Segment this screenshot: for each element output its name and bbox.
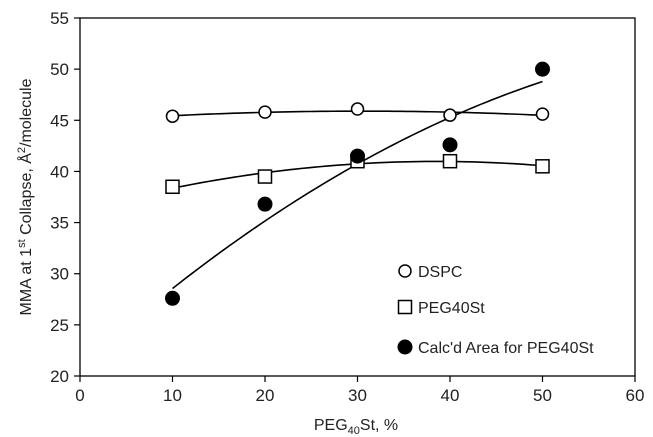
- x-axis-label: PEG40St, %: [314, 417, 398, 437]
- point-calc-d-area-for-peg40st: [535, 61, 550, 77]
- y-tick-label: 40: [50, 162, 69, 181]
- point-calc-d-area-for-peg40st: [165, 290, 180, 306]
- y-tick-label: 55: [50, 9, 69, 28]
- x-tick-label: 60: [626, 386, 645, 405]
- y-axis-label: MMA at 1st Collapse, Å2/molecule: [16, 78, 35, 315]
- point-peg40st: [257, 169, 273, 184]
- legend: DSPC PEG40St Calc'd Area for PEG40St: [397, 264, 594, 357]
- legend-label-dspc: DSPC: [418, 264, 462, 281]
- y-tick-label: 45: [50, 111, 69, 130]
- y-tick-label: 35: [50, 214, 69, 233]
- legend-marker-peg40st: [397, 299, 413, 315]
- point-calc-d-area-for-peg40st: [257, 196, 273, 212]
- y-tick-label: 25: [50, 316, 69, 335]
- point-peg40st: [165, 179, 180, 195]
- point-calc-d-area-for-peg40st: [442, 137, 458, 153]
- legend-label-calc-d-area-for-peg40st: Calc'd Area for PEG40St: [418, 340, 594, 357]
- y-axis: 20 25 30 35 40 45 50 55: [50, 9, 80, 386]
- point-dspc: [535, 107, 550, 121]
- x-tick-label: 10: [163, 386, 182, 405]
- x-tick-label: 0: [75, 386, 84, 405]
- x-tick-label: 50: [533, 386, 552, 405]
- point-calc-d-area-for-peg40st: [350, 148, 365, 164]
- data-points: [165, 61, 550, 306]
- y-tick-label: 30: [50, 265, 69, 284]
- point-peg40st: [535, 159, 550, 174]
- point-peg40st: [442, 153, 458, 169]
- x-tick-label: 40: [441, 386, 460, 405]
- point-dspc: [443, 108, 457, 122]
- point-dspc: [350, 102, 365, 116]
- point-dspc: [258, 105, 272, 119]
- point-dspc: [165, 109, 180, 123]
- legend-label-peg40st: PEG40St: [418, 300, 485, 317]
- x-tick-label: 30: [348, 386, 367, 405]
- legend-marker-calc-d-area-for-peg40st: [397, 339, 413, 355]
- x-tick-label: 20: [256, 386, 275, 405]
- plot-area-frame: [79, 17, 636, 377]
- x-axis: 0 10 20 30 40 50 60: [75, 376, 644, 405]
- y-tick-label: 20: [50, 367, 69, 386]
- y-tick-label: 50: [50, 60, 69, 79]
- legend-marker-dspc: [398, 264, 412, 278]
